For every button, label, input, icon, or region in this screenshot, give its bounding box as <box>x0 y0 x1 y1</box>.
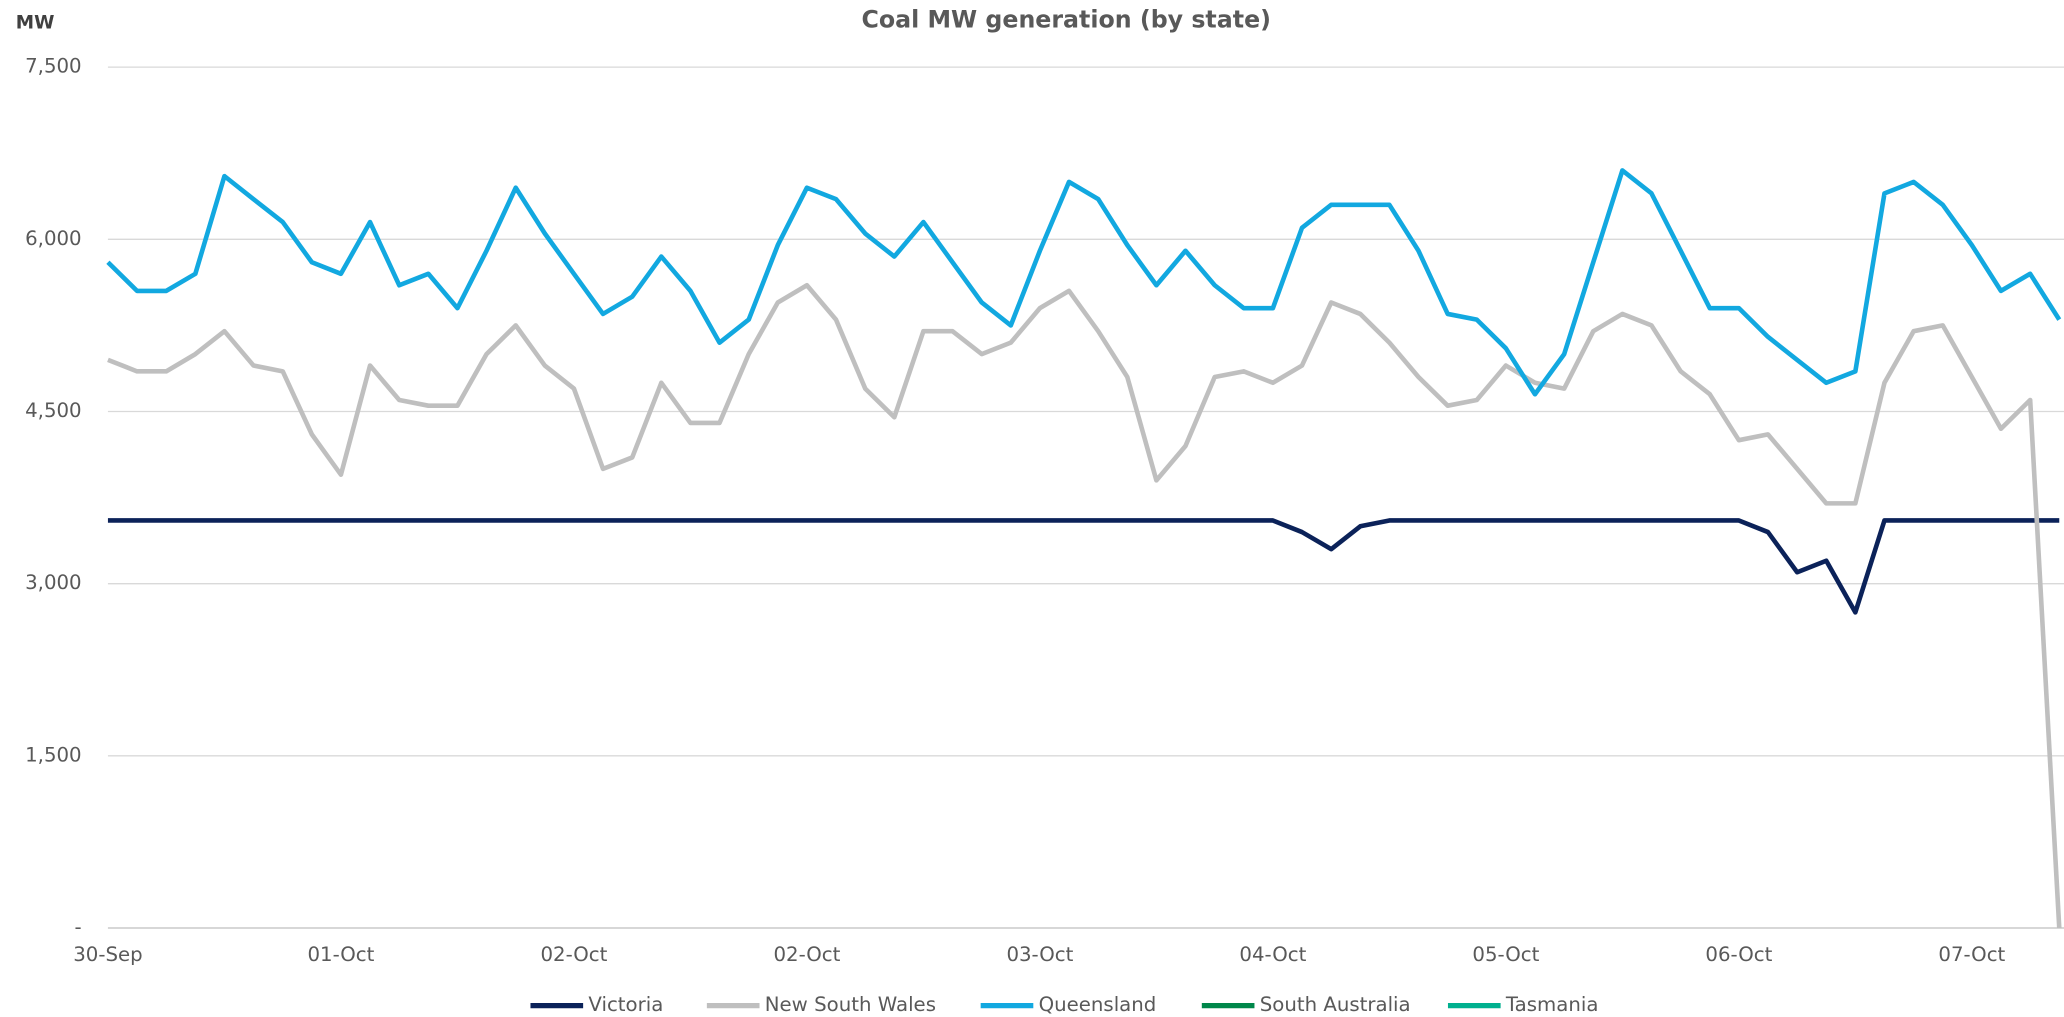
legend-label: Victoria <box>588 993 663 1016</box>
y-tick-label: 4,500 <box>25 399 82 422</box>
x-tick-label: 02-Oct <box>773 943 840 966</box>
legend-label: Queensland <box>1039 993 1157 1016</box>
y-tick-label: 1,500 <box>25 743 82 766</box>
y-tick-label: 3,000 <box>25 571 82 594</box>
x-tick-label: 07-Oct <box>1938 943 2005 966</box>
legend-label: South Australia <box>1260 993 1411 1016</box>
y-axis-label: MW <box>16 13 55 34</box>
x-tick-label: 04-Oct <box>1239 943 1306 966</box>
y-tick-label: - <box>74 916 81 939</box>
legend-label: Tasmania <box>1505 993 1599 1016</box>
x-tick-label: 05-Oct <box>1472 943 1539 966</box>
series-line <box>107 282 2062 929</box>
x-tick-label: 30-Sep <box>73 943 142 966</box>
series-line <box>107 518 2060 615</box>
x-tick-label: 01-Oct <box>307 943 374 966</box>
x-tick-label: 06-Oct <box>1705 943 1772 966</box>
x-tick-label: 02-Oct <box>540 943 607 966</box>
y-tick-label: 7,500 <box>25 55 82 78</box>
chart-title: Coal MW generation (by state) <box>861 6 1271 34</box>
y-tick-label: 6,000 <box>25 227 82 250</box>
legend-label: New South Wales <box>765 993 936 1016</box>
x-tick-label: 03-Oct <box>1006 943 1073 966</box>
series-line <box>106 168 2062 397</box>
